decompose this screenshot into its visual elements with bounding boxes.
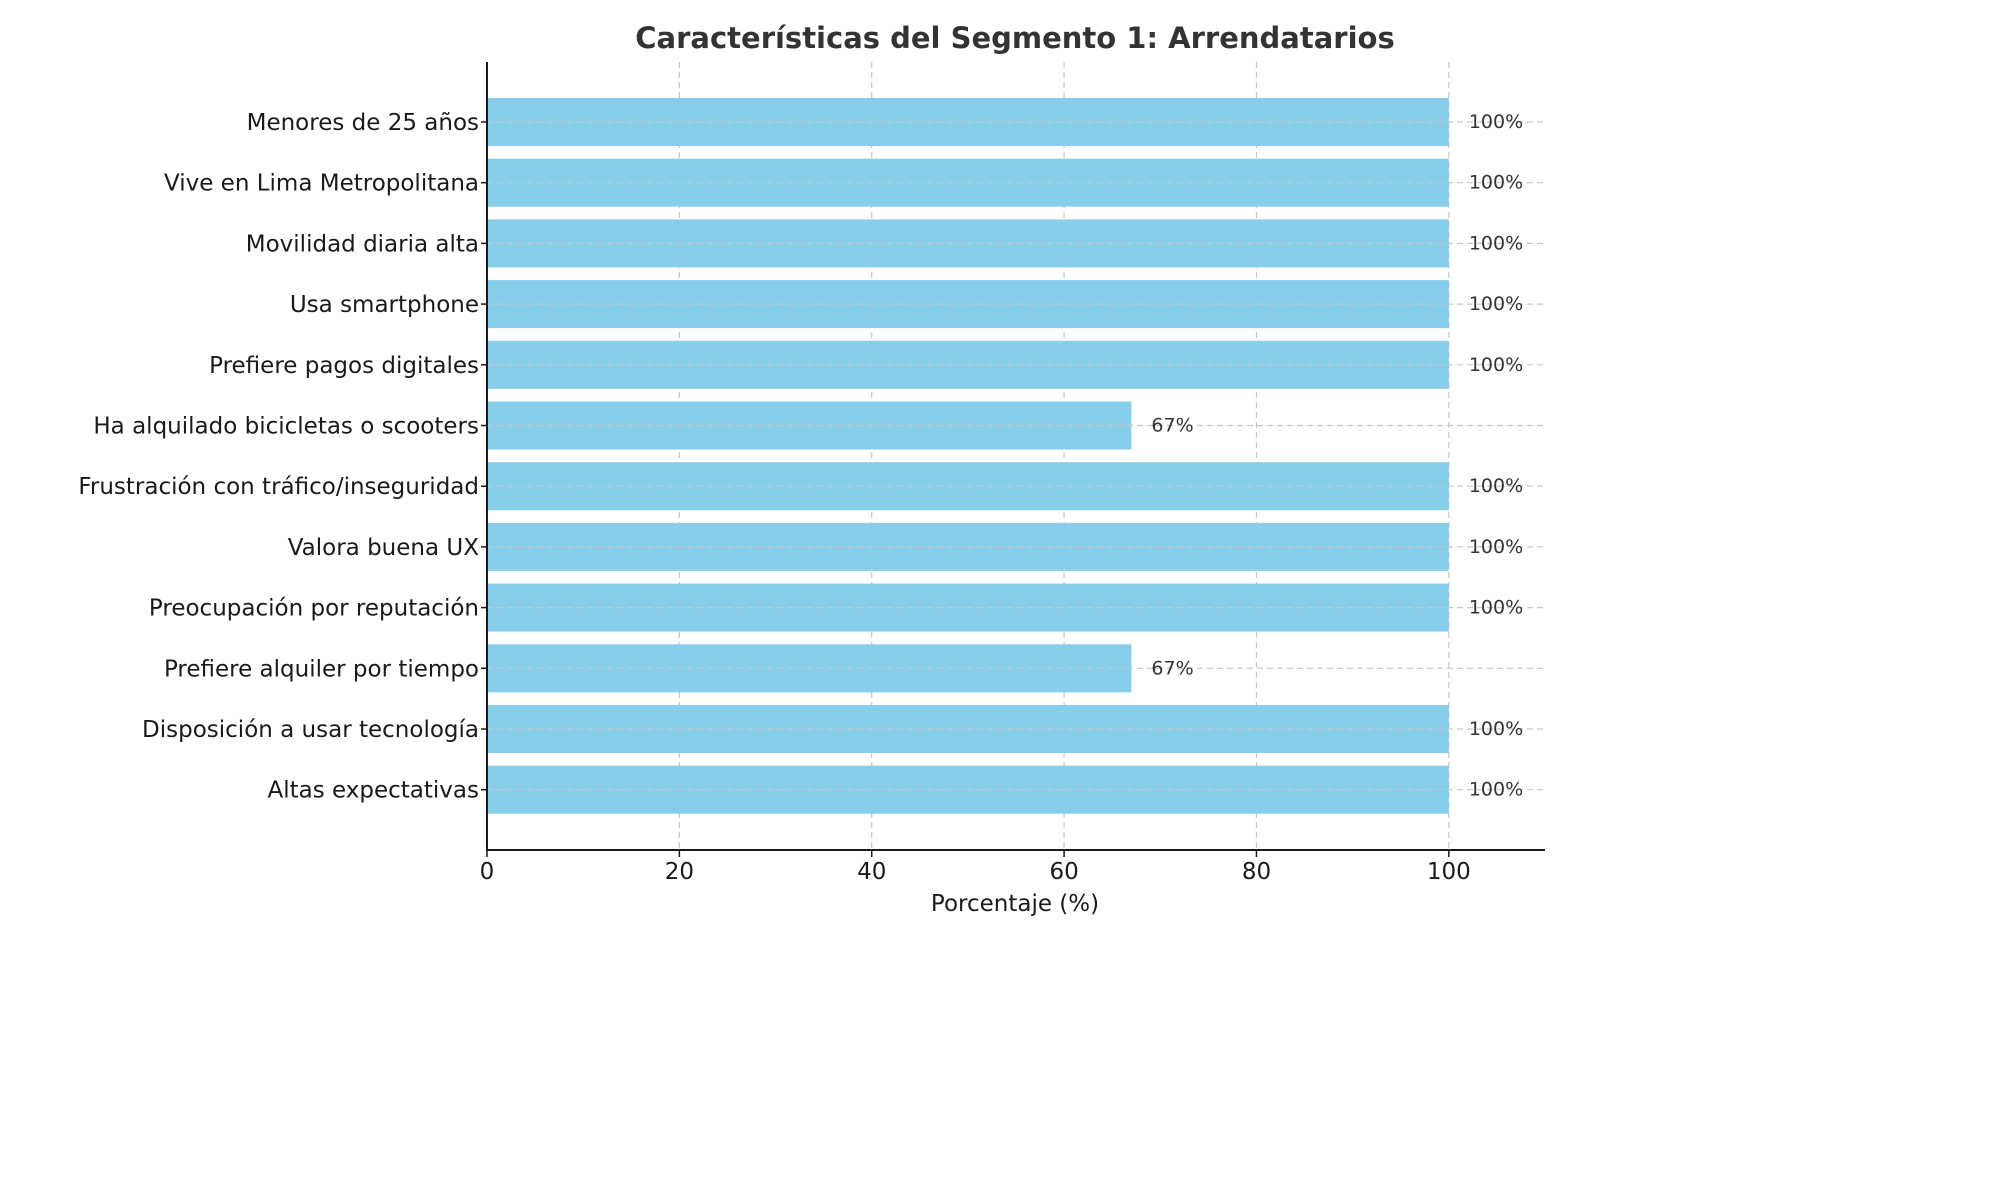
category-label: Disposición a usar tecnología xyxy=(142,717,479,743)
data-label: 100% xyxy=(1469,293,1523,315)
data-label: 100% xyxy=(1469,536,1523,558)
data-label: 100% xyxy=(1469,718,1523,740)
data-label: 100% xyxy=(1469,779,1523,801)
bars-layer xyxy=(487,98,1449,814)
data-label: 100% xyxy=(1469,354,1523,376)
category-label: Prefiere alquiler por tiempo xyxy=(164,656,479,682)
data-label: 67% xyxy=(1151,657,1193,679)
axes-layer: 0 20 40 60 80 100 xyxy=(480,62,1545,885)
category-label: Altas expectativas xyxy=(268,778,480,804)
category-label: Menores de 25 años xyxy=(247,110,479,136)
category-label: Preocupación por reputación xyxy=(149,596,479,622)
category-label: Movilidad diaria alta xyxy=(246,231,479,257)
category-label: Vive en Lima Metropolitana xyxy=(164,171,479,197)
data-label: 100% xyxy=(1469,475,1523,497)
x-axis-label: Porcentaje (%) xyxy=(931,891,1099,917)
data-label: 100% xyxy=(1469,172,1523,194)
category-label: Valora buena UX xyxy=(288,535,480,561)
chart-title: Características del Segmento 1: Arrendat… xyxy=(635,21,1394,55)
data-label: 100% xyxy=(1469,232,1523,254)
labels-layer: Menores de 25 años 100% Vive en Lima Metro… xyxy=(78,110,1545,804)
x-tick-label: 60 xyxy=(1049,859,1078,885)
data-label: 67% xyxy=(1151,415,1193,437)
x-tick-label: 40 xyxy=(857,859,886,885)
x-tick-label: 20 xyxy=(665,859,694,885)
bar-chart: Menores de 25 años 100% Vive en Lima Metro… xyxy=(78,21,1545,917)
data-label: 100% xyxy=(1469,111,1523,133)
x-tick-label: 0 xyxy=(480,859,495,885)
x-tick-label: 100 xyxy=(1427,859,1471,885)
category-label: Prefiere pagos digitales xyxy=(209,353,479,379)
data-label: 100% xyxy=(1469,597,1523,619)
category-label: Ha alquilado bicicletas o scooters xyxy=(93,414,479,440)
x-tick-label: 80 xyxy=(1242,859,1271,885)
category-label: Usa smartphone xyxy=(290,292,479,318)
category-label: Frustración con tráfico/inseguridad xyxy=(78,474,479,500)
